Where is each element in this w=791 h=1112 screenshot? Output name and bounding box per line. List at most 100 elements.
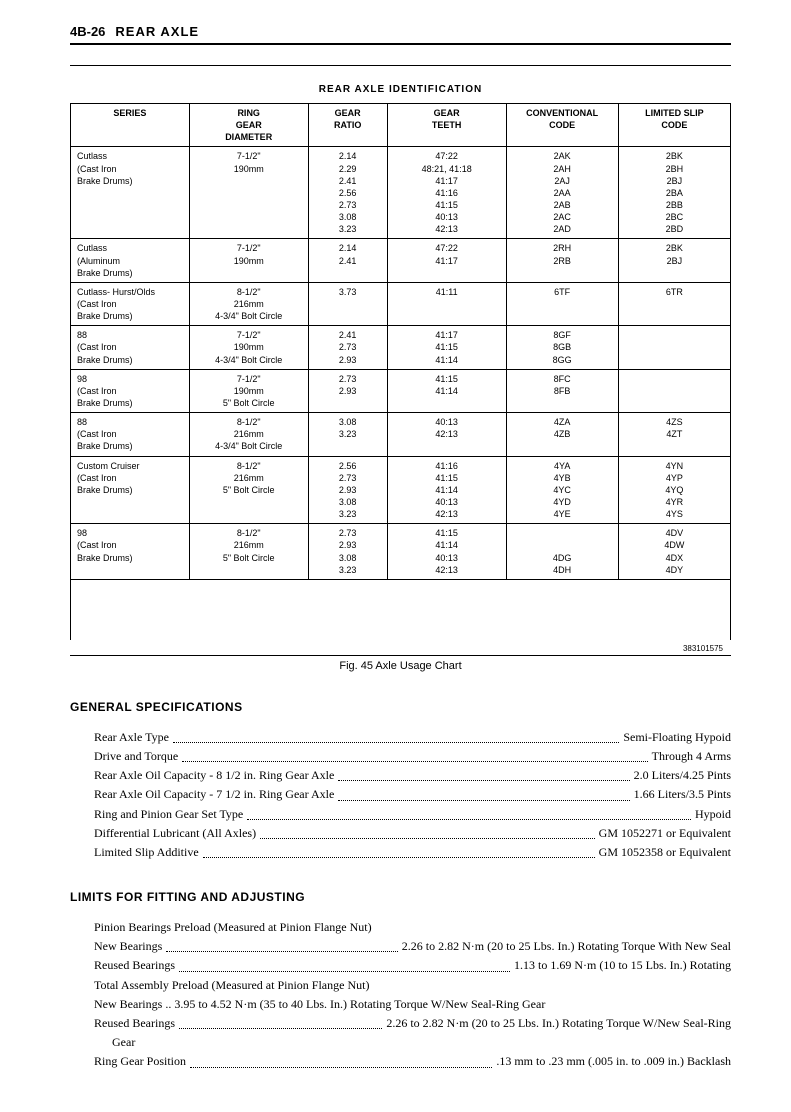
table-cell-conv: 4ZA4ZB [506, 413, 618, 456]
table-cell-ratio: 2.142.292.412.562.733.083.23 [308, 147, 387, 239]
axle-table: SERIESRINGGEARDIAMETERGEARRATIOGEARTEETH… [70, 103, 731, 580]
table-row: Cutlass(AluminumBrake Drums)7-1/2"190mm2… [71, 239, 731, 282]
page-number: 4B-26 [70, 24, 105, 39]
table-cell-teeth: 40:1342:13 [387, 413, 506, 456]
spec-row: Rear Axle Type Semi-Floating Hypoid [94, 728, 731, 747]
limits-dots [166, 937, 397, 952]
spec-row: Drive and Torque Through 4 Arms [94, 747, 731, 766]
table-cell-ratio: 2.562.732.933.083.23 [308, 456, 387, 524]
table-cell-conv: 6TF [506, 282, 618, 325]
spec-label: Rear Axle Type [94, 728, 169, 747]
table-cell-ratio: 3.73 [308, 282, 387, 325]
table-cell-teeth: 41:1541:14 [387, 369, 506, 412]
table-cell-teeth: 47:2248:21, 41:1841:1741:1641:1540:1342:… [387, 147, 506, 239]
table-cell-teeth: 41:1641:1541:1440:1342:13 [387, 456, 506, 524]
figure-caption: Fig. 45 Axle Usage Chart [70, 660, 731, 672]
table-cell-ring: 8-1/2"216mm4-3/4" Bolt Circle [189, 413, 308, 456]
table-cell-teeth: 41:11 [387, 282, 506, 325]
table-cell-teeth: 41:1741:1541:14 [387, 326, 506, 369]
spec-value: Through 4 Arms [652, 747, 731, 766]
limits-value: .13 mm to .23 mm (.005 in. to .009 in.) … [496, 1052, 731, 1071]
table-cell-slip: 2BK2BJ [618, 239, 730, 282]
table-cell-ring: 8-1/2"216mm4-3/4" Bolt Circle [189, 282, 308, 325]
limits-row: Reused Bearings1.13 to 1.69 N·m (10 to 1… [94, 956, 731, 975]
table-cell-series: 88(Cast IronBrake Drums) [71, 326, 190, 369]
limits-row: New Bearings2.26 to 2.82 N·m (20 to 25 L… [94, 937, 731, 956]
spec-dots [203, 843, 595, 858]
table-cell-series: Cutlass- Hurst/Olds(Cast IronBrake Drums… [71, 282, 190, 325]
page-header: 4B-26 REAR AXLE [70, 24, 731, 45]
table-cell-conv: 4DG4DH [506, 524, 618, 580]
table-cell-ring: 7-1/2"190mm [189, 239, 308, 282]
table-row: Cutlass- Hurst/Olds(Cast IronBrake Drums… [71, 282, 731, 325]
table-row: 98(Cast IronBrake Drums)8-1/2"216mm5" Bo… [71, 524, 731, 580]
general-specs-heading: GENERAL SPECIFICATIONS [70, 700, 731, 714]
spec-row: Rear Axle Oil Capacity - 7 1/2 in. Ring … [94, 785, 731, 804]
table-cell-slip: 2BK2BH2BJ2BA2BB2BC2BD [618, 147, 730, 239]
table-row: 88(Cast IronBrake Drums)8-1/2"216mm4-3/4… [71, 413, 731, 456]
spec-dots [247, 805, 691, 820]
table-cell-slip [618, 326, 730, 369]
table-cell-conv: 4YA4YB4YC4YD4YE [506, 456, 618, 524]
table-cell-ring: 7-1/2"190mm4-3/4" Bolt Circle [189, 326, 308, 369]
limits-row: Ring Gear Position .13 mm to .23 mm (.005… [94, 1052, 731, 1071]
table-cell-ring: 7-1/2"190mm5" Bolt Circle [189, 369, 308, 412]
table-cell-teeth: 41:1541:1440:1342:13 [387, 524, 506, 580]
table-cell-ring: 7-1/2"190mm [189, 147, 308, 239]
table-cell-ring: 8-1/2"216mm5" Bolt Circle [189, 524, 308, 580]
limits-heading: LIMITS FOR FITTING AND ADJUSTING [70, 890, 731, 904]
spec-label: Drive and Torque [94, 747, 178, 766]
table-cell-teeth: 47:2241:17 [387, 239, 506, 282]
spec-row: Ring and Pinion Gear Set Type Hypoid [94, 805, 731, 824]
spec-value: Hypoid [695, 805, 731, 824]
limits-label: New Bearings [94, 937, 162, 956]
table-reference-number: 383101575 [70, 640, 731, 655]
limits-sep: .. [162, 995, 174, 1014]
table-cell-conv: 2RH2RB [506, 239, 618, 282]
table-title: REAR AXLE IDENTIFICATION [70, 66, 731, 103]
table-cell-series: 98(Cast IronBrake Drums) [71, 524, 190, 580]
spec-row: Rear Axle Oil Capacity - 8 1/2 in. Ring … [94, 766, 731, 785]
table-cell-ratio: 2.732.93 [308, 369, 387, 412]
table-cell-series: 98(Cast IronBrake Drums) [71, 369, 190, 412]
table-header-row: SERIESRINGGEARDIAMETERGEARRATIOGEARTEETH… [71, 104, 731, 147]
spec-label: Rear Axle Oil Capacity - 7 1/2 in. Ring … [94, 785, 334, 804]
spec-dots [338, 785, 629, 800]
table-cell-conv: 8GF8GB8GG [506, 326, 618, 369]
limits-list: Pinion Bearings Preload (Measured at Pin… [94, 918, 731, 1072]
spec-label: Rear Axle Oil Capacity - 8 1/2 in. Ring … [94, 766, 334, 785]
table-cell-slip: 6TR [618, 282, 730, 325]
table-header-cell: CONVENTIONALCODE [506, 104, 618, 147]
limits-row: Total Assembly Preload (Measured at Pini… [94, 976, 731, 995]
table-cell-series: Custom Cruiser(Cast IronBrake Drums) [71, 456, 190, 524]
spec-value: Semi-Floating Hypoid [623, 728, 731, 747]
spec-row: Limited Slip AdditiveGM 1052358 or Equiv… [94, 843, 731, 862]
spec-label: Limited Slip Additive [94, 843, 199, 862]
table-row: 98(Cast IronBrake Drums)7-1/2"190mm5" Bo… [71, 369, 731, 412]
table-header-cell: GEARRATIO [308, 104, 387, 147]
limits-value: 1.13 to 1.69 N·m (10 to 15 Lbs. In.) Rot… [514, 956, 731, 975]
limits-row: Pinion Bearings Preload (Measured at Pin… [94, 918, 731, 937]
table-cell-slip [618, 369, 730, 412]
table-cell-ratio: 3.083.23 [308, 413, 387, 456]
table-cell-ring: 8-1/2"216mm5" Bolt Circle [189, 456, 308, 524]
page-title: REAR AXLE [115, 24, 199, 39]
limits-label: New Bearings [94, 995, 162, 1014]
limits-row: New Bearings .. 3.95 to 4.52 N·m (35 to … [94, 995, 731, 1014]
table-cell-series: Cutlass(Cast IronBrake Drums) [71, 147, 190, 239]
table-cell-ratio: 2.412.732.93 [308, 326, 387, 369]
table-row: 88(Cast IronBrake Drums)7-1/2"190mm4-3/4… [71, 326, 731, 369]
spec-label: Ring and Pinion Gear Set Type [94, 805, 243, 824]
spec-row: Differential Lubricant (All Axles)GM 105… [94, 824, 731, 843]
limits-label: Ring Gear Position [94, 1052, 186, 1071]
table-cell-slip: 4ZS4ZT [618, 413, 730, 456]
axle-identification-table: REAR AXLE IDENTIFICATION SERIESRINGGEARD… [70, 65, 731, 656]
table-cell-series: 88(Cast IronBrake Drums) [71, 413, 190, 456]
table-header-cell: LIMITED SLIPCODE [618, 104, 730, 147]
spec-dots [338, 766, 629, 781]
table-header-cell: SERIES [71, 104, 190, 147]
table-header-cell: GEARTEETH [387, 104, 506, 147]
limits-row: Gear [94, 1033, 731, 1052]
spec-dots [260, 824, 595, 839]
spec-value: GM 1052271 or Equivalent [599, 824, 731, 843]
